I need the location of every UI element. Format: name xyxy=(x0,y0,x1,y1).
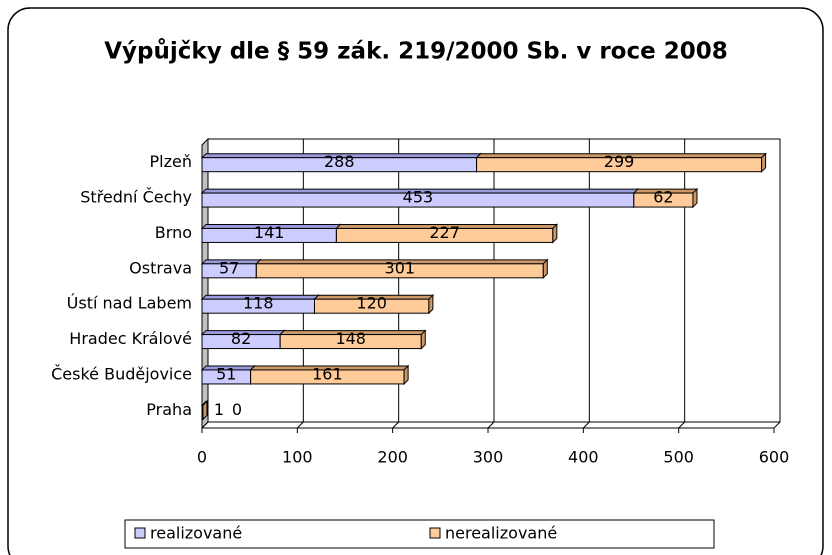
floor-edge xyxy=(773,421,781,429)
bar-side xyxy=(552,223,558,244)
floor-edge xyxy=(392,421,400,429)
data-label: 288 xyxy=(324,152,355,171)
y-tick-label: Ústí nad Labem xyxy=(67,294,192,313)
bar-side xyxy=(761,152,767,173)
bar-side xyxy=(403,364,409,386)
data-label: 57 xyxy=(219,258,239,277)
x-tick-label: 500 xyxy=(663,448,694,467)
data-label: 120 xyxy=(356,294,387,313)
x-tick-label: 600 xyxy=(759,448,790,467)
data-label: 301 xyxy=(385,258,416,277)
floor-edge xyxy=(487,421,495,429)
bar-side xyxy=(202,400,208,421)
data-label: 453 xyxy=(403,188,434,207)
y-tick-label: Střední Čechy xyxy=(80,188,192,207)
data-label: 82 xyxy=(231,329,251,348)
data-label: 0 xyxy=(232,400,242,419)
side-wall xyxy=(201,137,209,430)
data-label: 141 xyxy=(254,223,285,242)
y-tick-label: Praha xyxy=(146,400,192,419)
data-label: 1 xyxy=(214,400,224,419)
x-tick-label: 400 xyxy=(568,448,599,467)
bar-side xyxy=(428,293,434,315)
data-label: 118 xyxy=(243,294,274,313)
data-label: 227 xyxy=(429,223,460,242)
x-tick-label: 100 xyxy=(282,448,313,467)
y-tick-label: Brno xyxy=(155,223,192,242)
floor-edge xyxy=(201,421,209,429)
bar-side xyxy=(692,187,698,209)
x-tick-label: 200 xyxy=(377,448,408,467)
data-label: 51 xyxy=(216,364,236,383)
x-tick-label: 300 xyxy=(473,448,504,467)
floor-edge xyxy=(296,421,304,429)
y-tick-label: České Budějovice xyxy=(51,364,192,383)
legend-swatch xyxy=(134,527,146,539)
y-tick-label: Ostrava xyxy=(129,258,192,277)
data-label: 161 xyxy=(312,364,343,383)
chart-title: Výpůjčky dle § 59 zák. 219/2000 Sb. v ro… xyxy=(104,38,727,65)
bar-side xyxy=(542,258,548,280)
data-label: 299 xyxy=(604,152,635,171)
floor-edge xyxy=(678,421,686,429)
floor-edge xyxy=(582,421,590,429)
y-tick-label: Plzeň xyxy=(150,152,192,171)
legend-label: realizované xyxy=(150,524,242,543)
legend-swatch xyxy=(429,527,441,539)
legend-box xyxy=(124,519,715,549)
bar-side xyxy=(420,329,426,350)
data-label: 148 xyxy=(335,329,366,348)
legend-label: nerealizované xyxy=(445,524,557,543)
x-tick-label: 0 xyxy=(197,448,207,467)
y-tick-label: Hradec Králové xyxy=(69,329,192,348)
data-label: 62 xyxy=(653,188,673,207)
